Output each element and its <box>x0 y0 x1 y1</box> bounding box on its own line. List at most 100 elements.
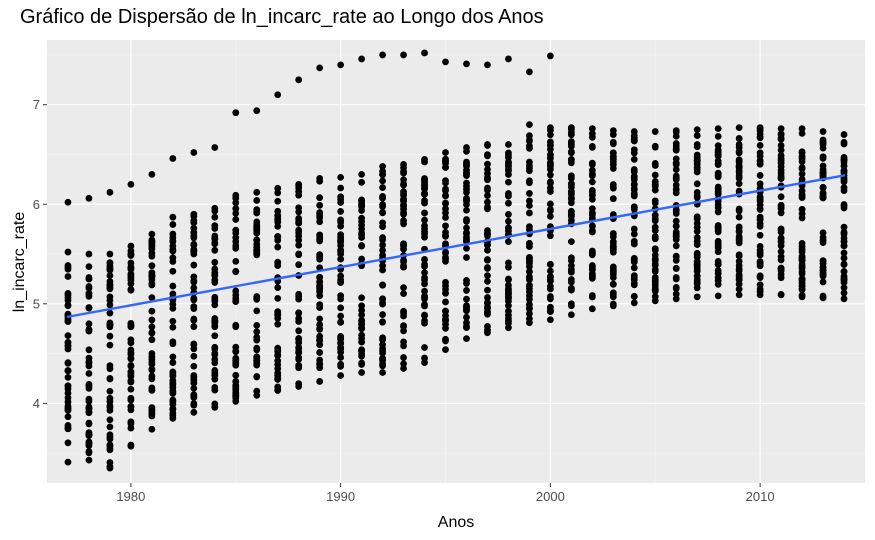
data-point <box>463 201 470 208</box>
data-point <box>295 180 303 188</box>
data-point <box>567 257 575 264</box>
data-point <box>463 313 470 321</box>
data-point <box>358 294 366 302</box>
data-point <box>337 248 345 256</box>
data-point <box>400 258 407 266</box>
data-point <box>798 129 806 137</box>
data-point <box>337 196 345 203</box>
data-point <box>672 174 680 182</box>
data-point <box>735 257 743 265</box>
data-point <box>253 373 261 380</box>
data-point <box>232 209 240 217</box>
data-point <box>148 323 156 331</box>
data-point <box>630 230 638 238</box>
data-point <box>714 125 722 132</box>
data-point <box>505 171 512 178</box>
data-point <box>672 290 680 298</box>
data-point <box>295 217 303 225</box>
data-point <box>127 378 135 386</box>
data-point <box>526 164 533 172</box>
data-point <box>735 164 743 172</box>
data-point <box>127 319 135 327</box>
data-point <box>505 141 512 148</box>
data-point <box>526 301 533 308</box>
data-point <box>64 439 72 447</box>
data-point <box>735 124 743 132</box>
data-point <box>526 142 533 150</box>
data-point <box>735 285 743 293</box>
data-point <box>106 387 114 395</box>
data-point <box>211 297 219 305</box>
data-point <box>169 406 177 414</box>
data-point <box>106 272 114 279</box>
data-point <box>379 295 386 303</box>
y-tick-label: 7 <box>33 97 40 112</box>
data-point <box>546 171 554 179</box>
data-point <box>798 275 806 283</box>
data-point <box>442 289 449 297</box>
data-point <box>85 408 93 416</box>
data-point <box>337 354 345 361</box>
data-point <box>253 107 261 115</box>
data-point <box>232 199 240 207</box>
data-point <box>274 295 282 302</box>
data-point <box>127 336 135 344</box>
data-point <box>798 291 806 299</box>
data-point <box>400 354 407 361</box>
data-point <box>777 142 785 149</box>
data-point <box>358 218 366 225</box>
data-point <box>148 366 156 374</box>
data-point <box>756 134 764 142</box>
data-point <box>630 128 638 135</box>
data-point <box>400 181 407 189</box>
data-point <box>358 311 366 319</box>
data-point <box>316 321 324 329</box>
data-point <box>484 308 491 316</box>
data-point <box>484 246 491 254</box>
data-point <box>316 337 324 344</box>
data-point <box>421 233 428 241</box>
data-point <box>672 232 680 240</box>
data-point <box>85 275 93 283</box>
data-point <box>735 187 743 195</box>
data-point <box>630 137 638 145</box>
data-point <box>442 214 449 221</box>
data-point <box>630 146 638 154</box>
data-point <box>232 390 240 398</box>
data-point <box>253 321 261 329</box>
data-point <box>442 157 449 165</box>
data-point <box>106 416 114 424</box>
data-point <box>64 345 72 353</box>
data-point <box>609 270 617 278</box>
data-point <box>316 201 324 209</box>
data-point <box>693 293 701 301</box>
data-point <box>211 369 219 377</box>
data-point <box>169 359 177 366</box>
data-point <box>190 345 198 353</box>
data-point <box>546 260 554 268</box>
data-point <box>484 175 491 183</box>
data-point <box>169 155 177 162</box>
data-point <box>651 287 659 295</box>
data-point <box>64 425 72 433</box>
data-point <box>190 273 198 281</box>
data-point <box>253 387 261 395</box>
data-point <box>421 49 428 57</box>
data-point <box>358 170 366 178</box>
axis-ticks: 1980 1990 2000 2010 4 5 6 7 <box>33 97 775 504</box>
data-point <box>64 373 72 381</box>
data-point <box>400 169 407 177</box>
data-point <box>463 244 470 252</box>
data-point <box>567 207 575 215</box>
data-point <box>190 224 198 232</box>
data-point <box>106 459 114 466</box>
data-point <box>735 272 743 280</box>
data-point <box>609 127 617 134</box>
data-point <box>274 386 282 394</box>
data-point <box>735 213 743 221</box>
data-point <box>840 158 848 166</box>
data-point <box>442 192 449 200</box>
data-point <box>64 402 72 410</box>
data-point <box>232 323 240 331</box>
data-point <box>127 272 135 280</box>
